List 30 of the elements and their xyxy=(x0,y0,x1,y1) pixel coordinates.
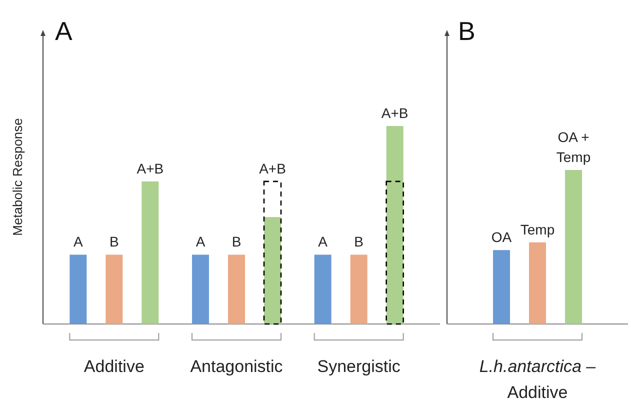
bar xyxy=(264,217,281,324)
x-tick-label: Antagonistic xyxy=(190,357,284,376)
text: A+B xyxy=(381,105,408,121)
series-label: A+B xyxy=(136,160,164,176)
bar xyxy=(192,254,209,324)
x-tick-label: Synergistic xyxy=(317,357,401,376)
bar xyxy=(386,180,404,325)
x-tick-label: L.h.antarctica – Additive xyxy=(479,357,596,402)
bar xyxy=(106,254,123,324)
bar xyxy=(142,181,159,324)
chart-title: A xyxy=(55,16,73,46)
series-label: A xyxy=(73,234,84,250)
text: B xyxy=(354,234,364,250)
x-tick-label: Additive xyxy=(84,357,144,376)
bar xyxy=(263,180,282,325)
bar xyxy=(386,126,404,324)
bar xyxy=(70,254,87,324)
series-label: OA xyxy=(491,229,512,246)
bar xyxy=(350,254,368,324)
y-axis-title: Metabolic Response xyxy=(10,118,25,236)
series-label: Temp xyxy=(520,221,555,238)
bar xyxy=(314,254,332,324)
bar xyxy=(228,254,245,324)
text: A xyxy=(318,234,328,250)
series-label: B xyxy=(109,234,119,250)
text: A+B xyxy=(259,160,286,176)
text: B xyxy=(232,234,242,250)
series-label: OA + Temp xyxy=(556,129,591,165)
text: A xyxy=(196,234,206,250)
chart-title: B xyxy=(458,16,476,46)
